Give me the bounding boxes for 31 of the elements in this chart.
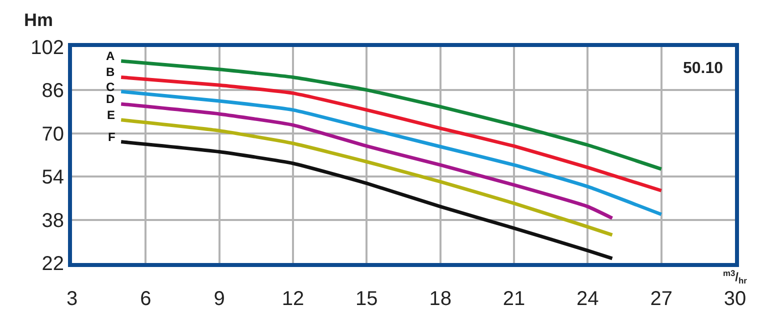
line-series <box>119 102 614 220</box>
x-tick-label: 18 <box>429 288 452 310</box>
x-tick-label: 30 <box>724 288 746 310</box>
x-axis-title: $^{m3}$/$_{hr}$ <box>723 268 748 286</box>
series-label: D <box>106 92 115 106</box>
x-tick-label: 21 <box>502 288 526 310</box>
series-label: B <box>106 65 115 79</box>
y-tick-label: 86 <box>42 80 64 102</box>
line-series <box>119 75 664 192</box>
x-tick-label: 24 <box>576 288 599 310</box>
line-series <box>119 59 664 171</box>
x-tick-label: 27 <box>650 288 672 310</box>
series-label: A <box>106 49 115 63</box>
line-series <box>119 118 614 237</box>
x-tick-label: 6 <box>140 288 152 310</box>
x-tick-label: 9 <box>214 288 225 310</box>
x-tick-label: 15 <box>356 288 378 310</box>
series-label: C <box>106 80 115 94</box>
line-series <box>119 140 614 260</box>
x-tick-label: 12 <box>282 288 304 310</box>
y-axis-title: Hm <box>24 10 54 30</box>
y-tick-label: 70 <box>42 123 64 146</box>
y-tick-label: 22 <box>42 253 64 275</box>
series-label: E <box>107 108 116 122</box>
line-series <box>119 90 664 216</box>
y-tick-label: 54 <box>42 166 64 189</box>
series-label: F <box>108 130 116 144</box>
annotation: 50.10 <box>683 60 724 77</box>
y-tick-label: 38 <box>42 210 64 232</box>
y-tick-label: 102 <box>30 37 64 59</box>
x-tick-label: 3 <box>66 288 78 310</box>
